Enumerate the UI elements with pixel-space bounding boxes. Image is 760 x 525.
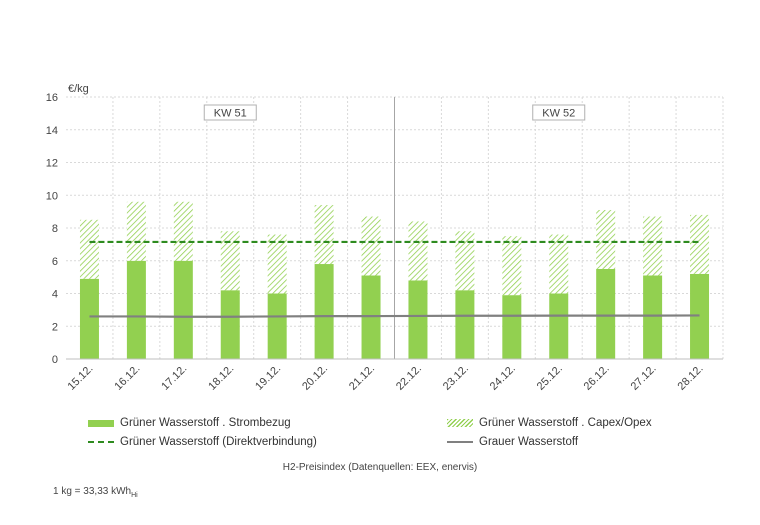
bar-capex-opex	[79, 219, 99, 279]
bar-strombezug	[596, 268, 616, 359]
bar-strombezug	[220, 290, 240, 359]
bar-strombezug	[643, 275, 663, 359]
y-tick-label: 14	[46, 125, 58, 137]
x-tick-label: 25.12.	[535, 363, 565, 393]
x-tick-label: 15.12.	[65, 363, 95, 393]
y-tick-label: 8	[52, 223, 58, 235]
x-tick-label: 18.12.	[206, 363, 236, 393]
y-tick-label: 16	[46, 92, 58, 104]
legend-item-grauer: Grauer Wasserstoff	[447, 436, 578, 448]
bar-strombezug	[549, 293, 569, 359]
y-tick-label: 2	[52, 321, 58, 333]
bar-strombezug	[267, 293, 287, 359]
x-tick-label: 17.12.	[159, 363, 189, 393]
bar-strombezug	[455, 290, 475, 359]
legend-item-capex-opex: Grüner Wasserstoff . Capex/Opex	[447, 417, 652, 429]
legend-swatch-solid	[88, 419, 114, 427]
bar-capex-opex	[173, 201, 193, 261]
week-label: KW 52	[532, 104, 586, 121]
legend-swatch-dashed	[88, 441, 114, 443]
legend-label: Grüner Wasserstoff (Direktverbindung)	[120, 436, 317, 448]
legend-label: Grauer Wasserstoff	[479, 436, 579, 448]
week-label: KW 51	[203, 104, 257, 121]
bar-capex-opex	[643, 216, 663, 276]
legend-label: Grüner Wasserstoff . Strombezug	[120, 417, 291, 429]
legend-item-strombezug: Grüner Wasserstoff . Strombezug	[88, 417, 291, 429]
bar-capex-opex	[314, 205, 334, 265]
x-tick-label: 20.12.	[300, 363, 330, 393]
footnote: 1 kg = 33,33 kWhHi	[53, 486, 138, 499]
line-grauer-wasserstoff	[89, 314, 700, 318]
bar-capex-opex	[690, 214, 710, 274]
bar-capex-opex	[596, 209, 616, 269]
y-tick-label: 10	[46, 190, 58, 202]
x-tick-label: 27.12.	[629, 363, 659, 393]
week-label-box	[203, 104, 257, 121]
bar-strombezug	[314, 264, 334, 359]
bar-capex-opex	[502, 236, 522, 296]
y-tick-label: 0	[52, 354, 58, 366]
x-tick-label: 22.12.	[394, 363, 424, 393]
y-axis-label: €/kg	[68, 83, 89, 95]
x-tick-label: 19.12.	[253, 363, 283, 393]
y-tick-label: 6	[52, 256, 58, 268]
x-tick-label: 23.12.	[441, 363, 471, 393]
y-tick-label: 4	[52, 289, 58, 301]
x-tick-label: 16.12.	[112, 363, 142, 393]
legend-swatch-hatched	[447, 419, 473, 427]
x-tick-label: 24.12.	[488, 363, 518, 393]
bar-strombezug	[408, 280, 428, 359]
bar-capex-opex	[220, 231, 240, 291]
x-tick-label: 26.12.	[582, 363, 612, 393]
bar-capex-opex	[549, 234, 569, 294]
footnote-subscript: Hi	[131, 492, 138, 499]
bar-strombezug	[502, 295, 522, 359]
bar-capex-opex	[455, 231, 475, 291]
bar-strombezug	[173, 260, 193, 359]
bar-capex-opex	[361, 216, 381, 276]
bar-strombezug	[126, 260, 146, 359]
bar-capex-opex	[126, 201, 146, 261]
chart-caption: H2-Preisindex (Datenquellen: EEX, enervi…	[282, 462, 478, 473]
legend-swatch-line	[447, 441, 473, 443]
legend-item-direktverbindung: Grüner Wasserstoff (Direktverbindung)	[88, 436, 317, 448]
bar-strombezug	[361, 275, 381, 359]
legend-label: Grüner Wasserstoff . Capex/Opex	[479, 417, 652, 429]
y-tick-label: 12	[46, 158, 58, 170]
footnote-text: 1 kg = 33,33 kWh	[53, 486, 132, 497]
week-label-text: KW 51	[214, 108, 247, 120]
bar-capex-opex	[267, 234, 287, 294]
x-tick-label: 28.12.	[676, 363, 706, 393]
bar-capex-opex	[408, 221, 428, 281]
bar-strombezug	[79, 278, 99, 359]
week-label-text: KW 52	[542, 108, 575, 120]
week-label-box	[532, 104, 586, 121]
x-tick-label: 21.12.	[347, 363, 377, 393]
